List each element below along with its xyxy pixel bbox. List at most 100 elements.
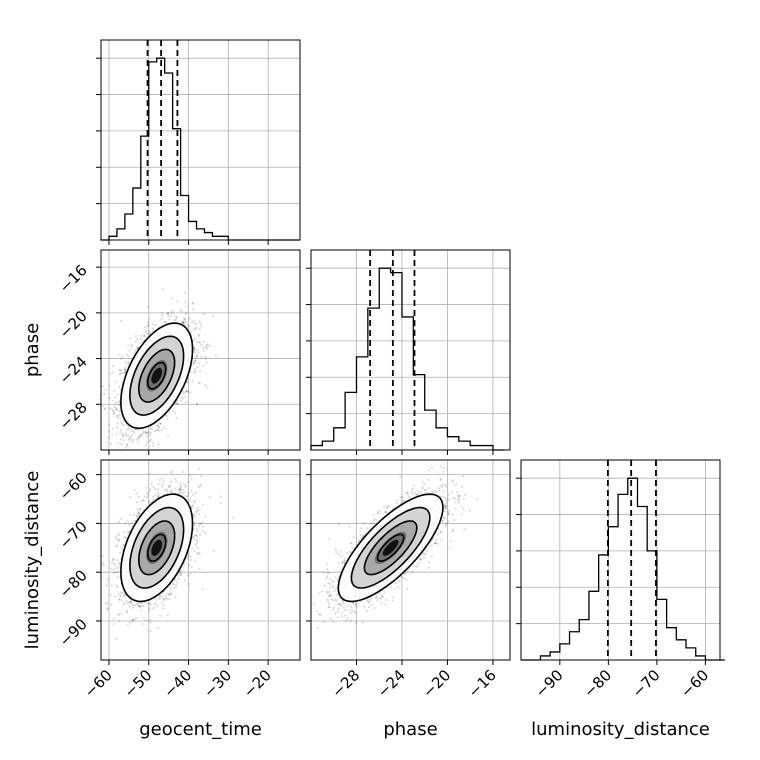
- scatter-point: [128, 438, 131, 442]
- scatter-point: [131, 457, 133, 459]
- scatter-point: [131, 619, 134, 622]
- scatter-point: [131, 606, 135, 610]
- scatter-point: [171, 297, 174, 300]
- scatter-point: [120, 357, 123, 360]
- scatter-point: [133, 489, 136, 492]
- panel-background: [101, 40, 300, 240]
- scatter-point: [135, 438, 138, 441]
- scatter-point: [116, 393, 119, 396]
- scatter-point: [167, 314, 170, 317]
- scatter-point: [167, 592, 170, 595]
- scatter-point: [189, 330, 192, 333]
- scatter-point: [168, 593, 171, 596]
- scatter-point: [168, 592, 171, 596]
- scatter-point: [182, 321, 185, 325]
- scatter-point: [194, 328, 197, 331]
- scatter-point: [148, 329, 151, 332]
- scatter-point: [193, 328, 196, 331]
- scatter-point: [117, 520, 121, 524]
- scatter-point: [196, 366, 199, 369]
- scatter-point: [164, 594, 167, 597]
- scatter-point: [138, 605, 141, 609]
- scatter-point: [174, 595, 177, 599]
- scatter-point: [160, 422, 163, 425]
- contour-line: [147, 361, 167, 390]
- scatter-point: [196, 349, 199, 352]
- scatter-point: [137, 440, 140, 443]
- scatter-point: [148, 618, 151, 622]
- scatter-point: [114, 396, 117, 399]
- scatter-point: [101, 562, 104, 565]
- scatter-point: [154, 598, 157, 601]
- scatter-point: [184, 485, 187, 488]
- scatter-point: [198, 381, 201, 384]
- scatter-point: [125, 600, 128, 603]
- scatter-point: [179, 570, 182, 573]
- scatter-point: [152, 444, 155, 448]
- scatter-point: [113, 617, 116, 620]
- scatter-point: [112, 412, 115, 415]
- scatter-point: [199, 369, 202, 372]
- scatter-point: [110, 567, 113, 570]
- scatter-point: [121, 433, 124, 436]
- scatter-point: [182, 320, 185, 323]
- scatter-point: [195, 403, 199, 406]
- scatter-point: [107, 577, 110, 581]
- scatter-point: [130, 343, 133, 346]
- scatter-point: [193, 349, 196, 352]
- scatter-point: [189, 391, 192, 394]
- scatter-point: [115, 408, 118, 411]
- scatter-point: [182, 322, 185, 325]
- scatter-point: [146, 493, 149, 496]
- scatter-point: [188, 473, 192, 476]
- scatter-point: [112, 371, 115, 374]
- scatter-point: [116, 566, 119, 570]
- scatter-point: [119, 595, 122, 598]
- scatter-point: [125, 446, 128, 449]
- scatter-point: [143, 335, 146, 338]
- scatter-point: [147, 609, 151, 612]
- scatter-point: [115, 559, 119, 562]
- scatter-point: [184, 318, 187, 321]
- scatter-point: [170, 470, 173, 473]
- scatter-point: [152, 442, 155, 445]
- scatter-point: [152, 495, 155, 498]
- scatter-point: [192, 535, 195, 539]
- scatter-point: [164, 597, 167, 600]
- scatter-point: [129, 337, 132, 340]
- scatter-point: [153, 430, 157, 433]
- scatter-point: [192, 346, 195, 349]
- scatter-point: [151, 323, 154, 326]
- scatter-point: [169, 488, 173, 491]
- scatter-point: [176, 402, 179, 405]
- scatter-point: [157, 425, 161, 428]
- scatter-point: [118, 598, 121, 601]
- scatter-point: [202, 525, 205, 528]
- scatter-point: [196, 402, 199, 405]
- scatter-point: [164, 427, 167, 430]
- scatter-point: [138, 605, 141, 608]
- scatter-point: [162, 426, 165, 429]
- scatter-point: [184, 312, 187, 315]
- scatter-point: [116, 544, 119, 547]
- scatter-point: [147, 305, 150, 308]
- scatter-point: [118, 598, 121, 601]
- scatter-point: [193, 559, 196, 562]
- scatter-point: [174, 584, 178, 587]
- scatter-point: [128, 361, 131, 364]
- scatter-point: [162, 598, 165, 601]
- scatter-point: [177, 577, 180, 581]
- scatter-point: [119, 551, 122, 554]
- scatter-point: [165, 415, 168, 418]
- scatter-point: [189, 555, 192, 559]
- scatter-point: [122, 531, 125, 534]
- scatter-point: [144, 430, 147, 434]
- scatter-point: [119, 369, 122, 372]
- scatter-point: [193, 371, 196, 374]
- scatter-point: [180, 573, 183, 576]
- scatter-point: [187, 325, 190, 328]
- scatter-point: [198, 327, 201, 330]
- scatter-point: [131, 618, 135, 622]
- scatter-point: [116, 533, 120, 536]
- scatter-point: [125, 609, 128, 612]
